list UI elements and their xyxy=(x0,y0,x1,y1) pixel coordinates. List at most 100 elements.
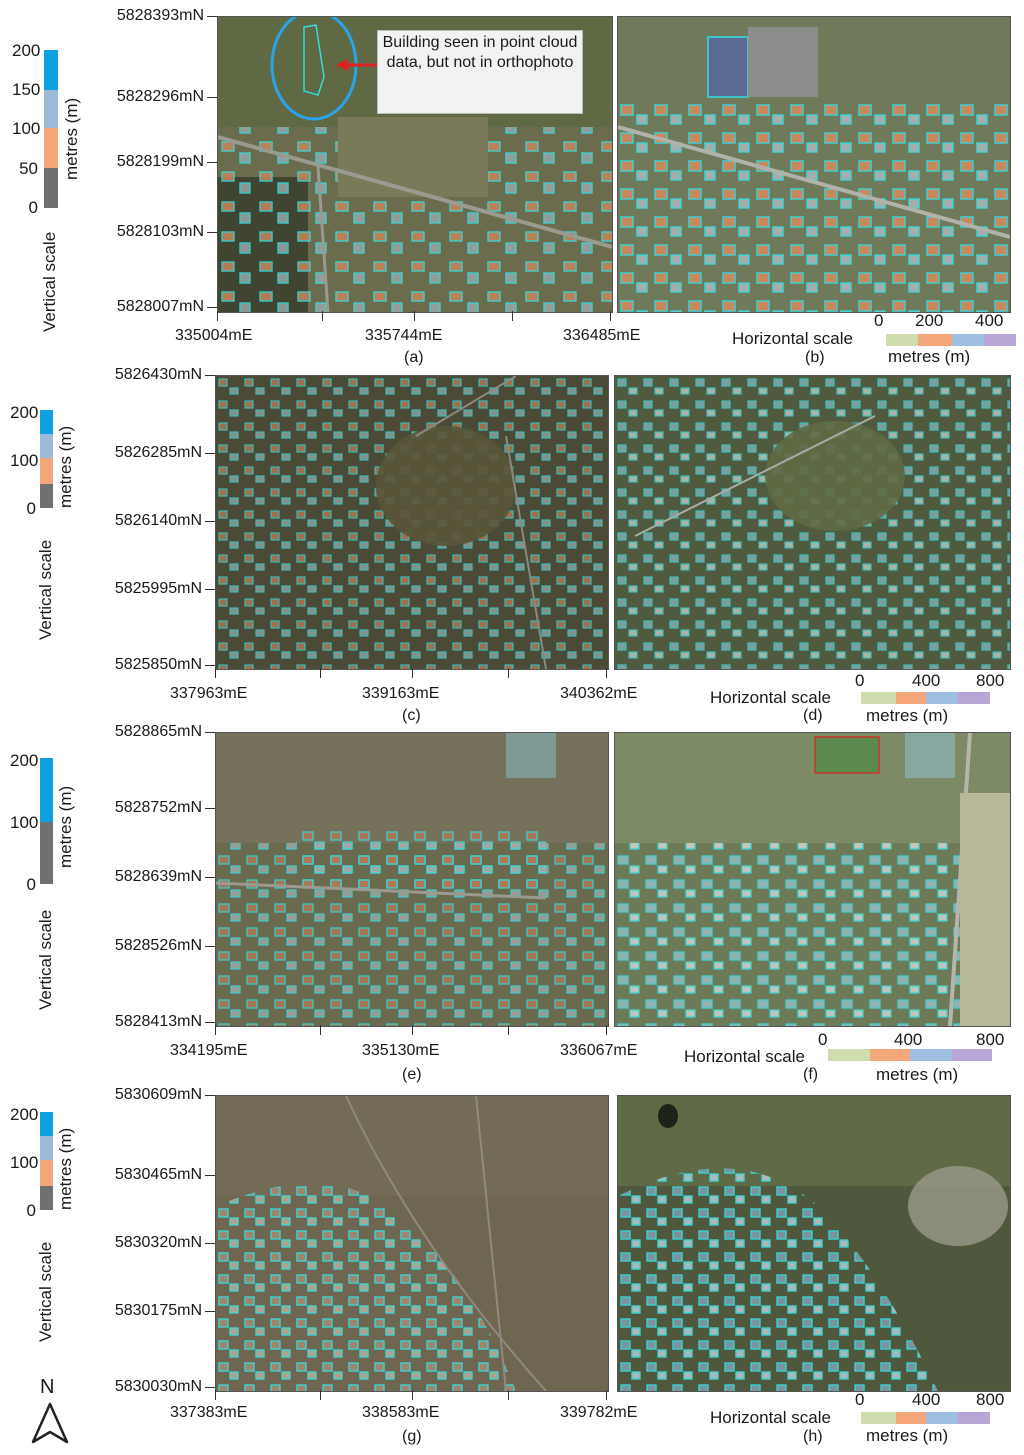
hscale-unit: metres (m) xyxy=(888,347,971,366)
vscale-bar-blue xyxy=(40,758,53,822)
hscale-bar-green xyxy=(861,1412,896,1424)
x-tick xyxy=(512,311,513,321)
orthophoto-h xyxy=(617,1095,1011,1392)
hscale-bar-green xyxy=(861,692,896,704)
y-tick-label: 5830030mN xyxy=(114,1378,202,1395)
x-tick xyxy=(508,1390,509,1400)
hscale-tick: 400 xyxy=(894,1030,923,1049)
x-tick-label: 335004mE xyxy=(175,327,253,344)
panel-label-b: (b) xyxy=(805,349,825,366)
orthophoto-e xyxy=(215,732,609,1027)
y-tick-label: 5828865mN xyxy=(114,723,202,740)
vscale-bar-orange xyxy=(40,458,53,484)
vertical-scale-1: 200 150 100 50 0 metres (m) Vertical sca… xyxy=(0,40,90,340)
y-tick-label: 5825850mN xyxy=(114,656,202,673)
x-tick-label: 336067mE xyxy=(560,1042,638,1059)
hscale-tick: 0 xyxy=(818,1030,828,1049)
vscale-bar-lightblue xyxy=(40,1136,53,1160)
y-tick-label: 5830320mN xyxy=(114,1234,202,1251)
y-tick xyxy=(207,16,217,17)
vscale-tick: 0 xyxy=(26,1201,36,1220)
vscale-tick: 100 xyxy=(10,813,39,832)
orthophoto-g xyxy=(215,1095,609,1392)
vscale-tick: 100 xyxy=(10,1153,39,1172)
north-arrow: N xyxy=(26,1376,72,1446)
x-tick xyxy=(508,1025,509,1035)
y-tick-label: 5830609mN xyxy=(114,1086,202,1103)
annotation-callout: Building seen in point cloud data, but n… xyxy=(377,30,583,114)
hscale-bar-green xyxy=(828,1049,870,1061)
x-tick xyxy=(320,1025,321,1035)
y-tick xyxy=(205,1095,215,1096)
vscale-bar-orange xyxy=(40,1160,53,1186)
x-tick xyxy=(322,311,323,321)
vscale-title: Vertical scale xyxy=(40,231,59,332)
orthophoto-d xyxy=(614,375,1011,670)
hscale-tick: 200 xyxy=(915,311,944,330)
hscale-bar-purple xyxy=(958,1412,990,1424)
hscale-tick: 400 xyxy=(912,671,941,690)
vscale-tick: 0 xyxy=(28,198,38,217)
vscale-tick: 100 xyxy=(12,119,41,138)
y-tick-label: 5826430mN xyxy=(114,366,202,383)
y-tick xyxy=(205,1175,215,1176)
hscale-tick: 800 xyxy=(976,1390,1005,1409)
y-tick xyxy=(205,375,215,376)
vscale-title: Vertical scale xyxy=(36,539,55,640)
hscale-title: Horizontal scale xyxy=(684,1047,805,1066)
vscale-bar-gray xyxy=(44,168,58,208)
vscale-tick: 200 xyxy=(10,1105,39,1124)
x-tick xyxy=(215,1025,216,1035)
hscale-bar-orange xyxy=(870,1049,910,1061)
vertical-scale-2: 200 100 0 metres (m) Vertical scale xyxy=(0,404,90,664)
hscale-tick: 0 xyxy=(855,671,865,690)
x-tick xyxy=(610,311,611,321)
hscale-tick: 400 xyxy=(975,311,1004,330)
vscale-tick: 0 xyxy=(26,875,36,894)
y-tick xyxy=(205,589,215,590)
y-tick-label: 5828413mN xyxy=(114,1013,202,1030)
vertical-scale-3: 200 100 0 metres (m) Vertical scale xyxy=(0,752,90,1012)
panel-label-g: (g) xyxy=(402,1428,422,1445)
hscale-tick: 0 xyxy=(855,1390,865,1409)
vscale-title: Vertical scale xyxy=(36,1241,55,1342)
y-tick-label: 5828199mN xyxy=(116,153,204,170)
vscale-bar-blue xyxy=(40,1112,53,1136)
vscale-tick: 100 xyxy=(10,451,39,470)
vscale-unit: metres (m) xyxy=(56,1127,75,1210)
y-tick-label: 5828639mN xyxy=(114,868,202,885)
y-tick xyxy=(205,946,215,947)
y-tick-label: 5828393mN xyxy=(116,7,204,24)
vscale-tick: 200 xyxy=(12,41,41,60)
panel-label-a: (a) xyxy=(404,349,424,366)
hscale-unit: metres (m) xyxy=(876,1065,959,1084)
vscale-unit: metres (m) xyxy=(56,425,75,508)
x-tick-label: 335744mE xyxy=(365,327,443,344)
vscale-bar-orange xyxy=(44,128,58,168)
x-tick xyxy=(412,1025,413,1035)
x-tick-label: 337383mE xyxy=(170,1404,248,1421)
hscale-bar-orange xyxy=(896,692,926,704)
y-tick xyxy=(207,162,217,163)
x-tick-label: 338583mE xyxy=(362,1404,440,1421)
hscale-title: Horizontal scale xyxy=(732,329,853,348)
orthophoto-c xyxy=(215,375,609,670)
horizontal-scale-1: 0 200 400 Horizontal scale metres (m) xyxy=(720,307,1020,367)
y-tick xyxy=(205,877,215,878)
vscale-bar-gray xyxy=(40,822,53,884)
hscale-tick: 400 xyxy=(912,1390,941,1409)
x-tick xyxy=(412,1390,413,1400)
vscale-bar-lightblue xyxy=(44,90,58,128)
hscale-unit: metres (m) xyxy=(866,1426,949,1445)
hscale-bar-blue xyxy=(926,1412,958,1424)
hscale-title: Horizontal scale xyxy=(710,688,831,707)
y-tick xyxy=(205,732,215,733)
panel-label-d: (d) xyxy=(803,707,823,724)
horizontal-scale-3: 0 400 800 Horizontal scale metres (m) xyxy=(680,1028,1020,1088)
north-label: N xyxy=(40,1376,55,1398)
y-tick xyxy=(205,1311,215,1312)
y-tick xyxy=(207,307,217,308)
y-tick-label: 5828526mN xyxy=(114,937,202,954)
y-tick xyxy=(205,808,215,809)
vscale-title: Vertical scale xyxy=(36,909,55,1010)
